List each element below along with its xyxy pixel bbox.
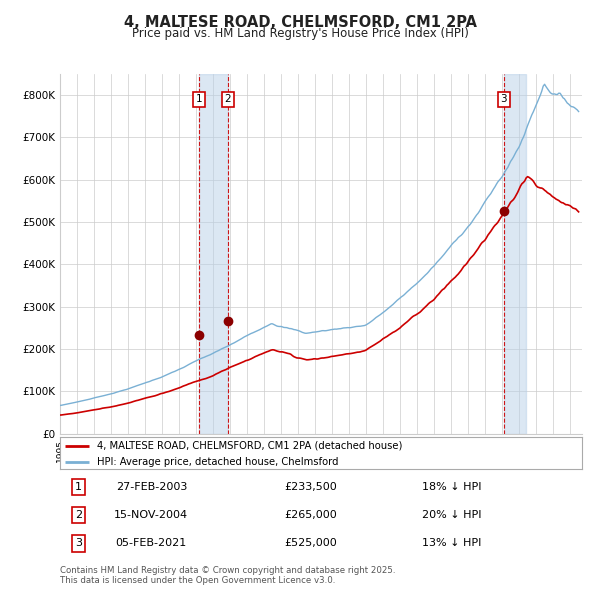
Text: 27-FEB-2003: 27-FEB-2003 [116, 482, 187, 491]
Text: 2: 2 [224, 94, 232, 104]
Text: £233,500: £233,500 [284, 482, 337, 491]
Text: 4, MALTESE ROAD, CHELMSFORD, CM1 2PA: 4, MALTESE ROAD, CHELMSFORD, CM1 2PA [124, 15, 476, 30]
Text: 05-FEB-2021: 05-FEB-2021 [116, 539, 187, 548]
Text: 20% ↓ HPI: 20% ↓ HPI [422, 510, 481, 520]
Text: 18% ↓ HPI: 18% ↓ HPI [422, 482, 481, 491]
Text: Price paid vs. HM Land Registry's House Price Index (HPI): Price paid vs. HM Land Registry's House … [131, 27, 469, 40]
Text: 13% ↓ HPI: 13% ↓ HPI [422, 539, 481, 548]
Text: 2: 2 [75, 510, 82, 520]
Text: 1: 1 [196, 94, 202, 104]
Bar [504, 74, 526, 434]
Text: 4, MALTESE ROAD, CHELMSFORD, CM1 2PA (detached house): 4, MALTESE ROAD, CHELMSFORD, CM1 2PA (de… [97, 441, 402, 451]
Text: Contains HM Land Registry data © Crown copyright and database right 2025.
This d: Contains HM Land Registry data © Crown c… [60, 566, 395, 585]
Text: £525,000: £525,000 [284, 539, 337, 548]
Text: 3: 3 [500, 94, 507, 104]
Text: HPI: Average price, detached house, Chelmsford: HPI: Average price, detached house, Chel… [97, 457, 338, 467]
Bar [199, 74, 228, 434]
Text: 1: 1 [75, 482, 82, 491]
Text: 15-NOV-2004: 15-NOV-2004 [114, 510, 188, 520]
Text: 3: 3 [75, 539, 82, 548]
Text: £265,000: £265,000 [284, 510, 337, 520]
